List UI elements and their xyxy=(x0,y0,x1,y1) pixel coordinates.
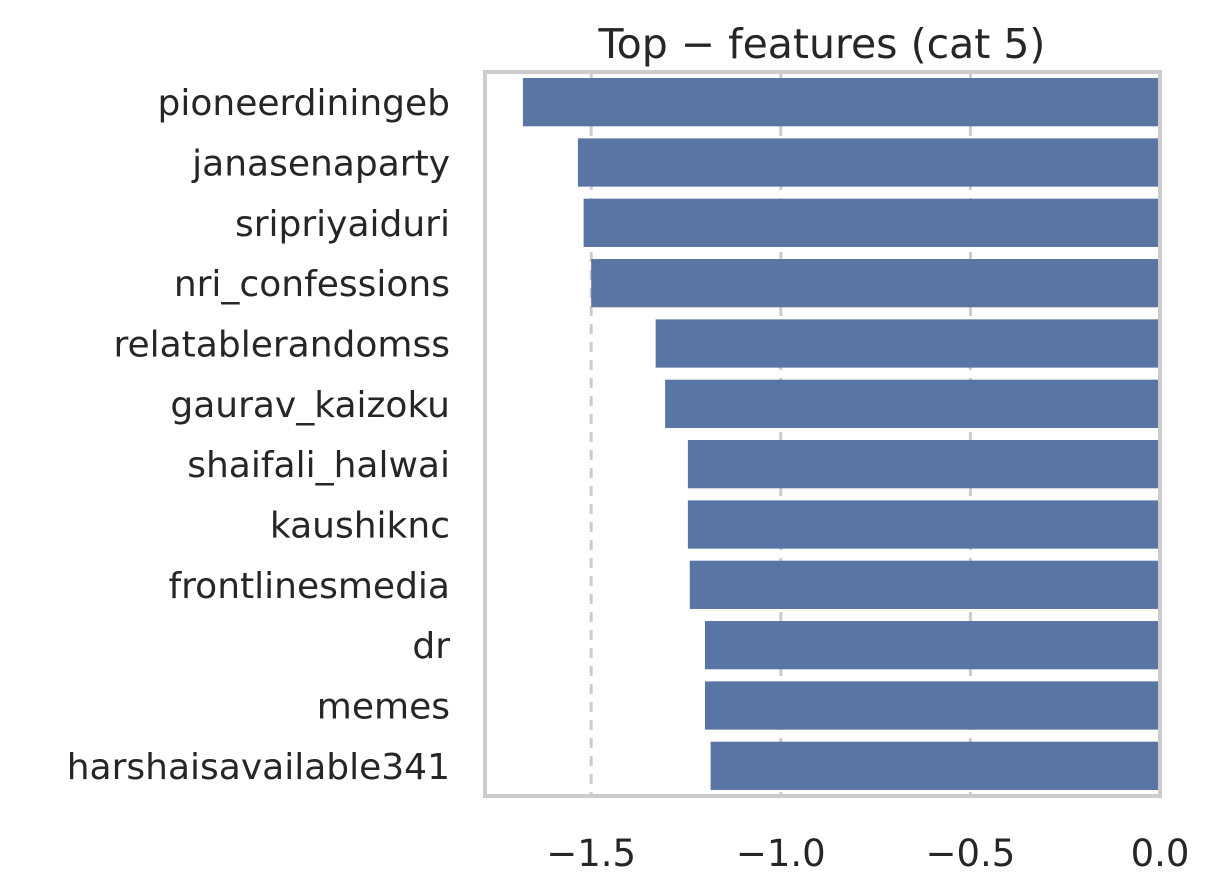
bar xyxy=(704,681,1160,730)
bar xyxy=(583,198,1160,247)
category-label: relatablerandomss xyxy=(113,325,450,366)
bar xyxy=(704,621,1160,670)
bar xyxy=(689,560,1160,609)
category-label: kaushiknc xyxy=(270,506,450,547)
bar xyxy=(522,78,1160,127)
bar xyxy=(687,500,1160,549)
chart-title: Top − features (cat 5) xyxy=(598,20,1046,68)
category-label: frontlinesmedia xyxy=(169,566,451,607)
category-label: nri_confessions xyxy=(174,264,450,305)
bar xyxy=(577,138,1160,187)
category-label: gaurav_kaizoku xyxy=(170,385,450,426)
category-label: pioneerdiningeb xyxy=(158,83,451,124)
x-tick-label: −1.5 xyxy=(546,832,636,875)
category-label: dr xyxy=(412,626,450,667)
category-label: harshaisavailable341 xyxy=(67,747,450,788)
x-tick-label: −1.0 xyxy=(736,832,826,875)
category-label: shaifali_halwai xyxy=(187,445,450,486)
bars xyxy=(522,78,1160,790)
category-label: memes xyxy=(317,687,450,728)
x-tick-label: −0.5 xyxy=(925,832,1015,875)
category-label: janasenaparty xyxy=(191,144,450,185)
bar xyxy=(687,440,1160,489)
plot-frame xyxy=(483,70,1162,798)
bar xyxy=(665,379,1160,428)
bar xyxy=(591,259,1160,308)
x-axis-tick-labels: −1.5 −1.0 −0.5 0.0 xyxy=(546,832,1189,875)
bar xyxy=(710,741,1160,790)
x-tick-label: 0.0 xyxy=(1131,832,1190,875)
y-axis-labels: pioneerdiningeb janasenaparty sripriyaidur… xyxy=(67,83,450,788)
category-label: sripriyaiduri xyxy=(235,204,450,245)
bar xyxy=(655,319,1160,368)
